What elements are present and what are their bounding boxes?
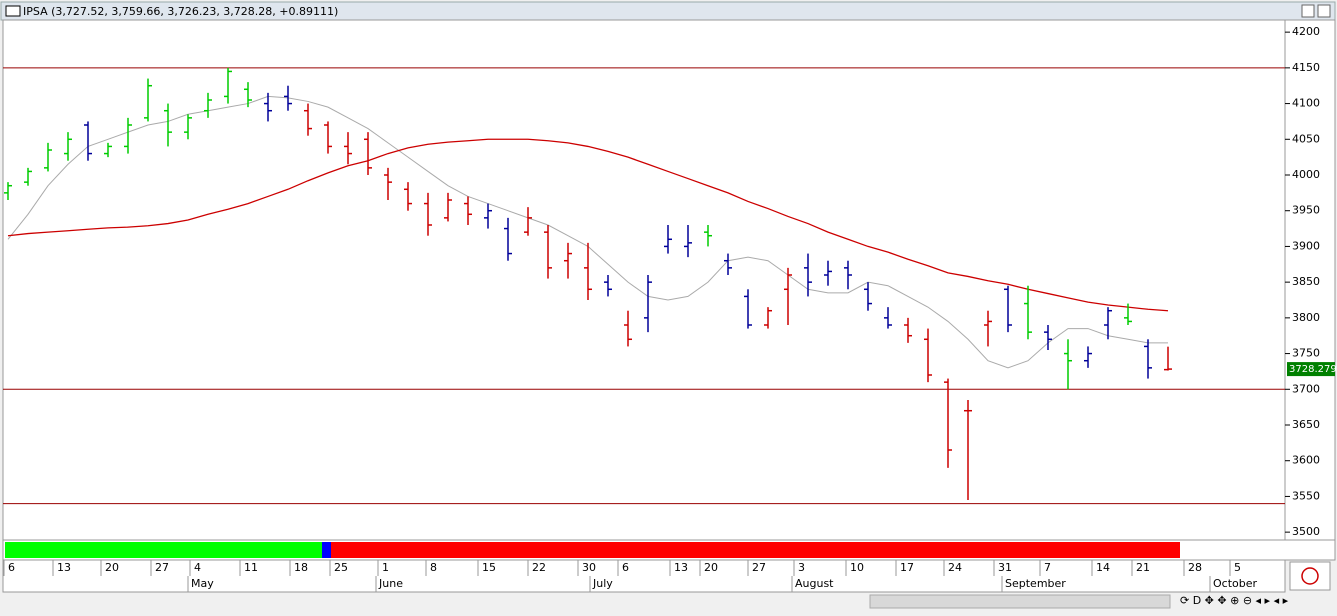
y-tick-label: 3500 [1292, 525, 1320, 538]
last-price-box [1287, 362, 1335, 377]
x-tick-label: 14 [1096, 561, 1110, 574]
status-icon [1301, 567, 1319, 585]
close-button[interactable] [1317, 4, 1331, 18]
x-tick-label: 7 [1044, 561, 1051, 574]
y-tick-label: 4050 [1292, 132, 1320, 145]
x-tick-label: 22 [532, 561, 546, 574]
last-price-label: 3728.279 [1289, 364, 1337, 375]
month-label: June [378, 577, 403, 590]
x-tick-label: 18 [294, 561, 308, 574]
x-tick-label: 10 [850, 561, 864, 574]
month-label: September [1005, 577, 1066, 590]
x-tick-label: 13 [57, 561, 71, 574]
month-label: August [795, 577, 834, 590]
x-tick-label: 3 [798, 561, 805, 574]
x-tick-label: 4 [194, 561, 201, 574]
month-label: May [191, 577, 214, 590]
indicator-blue [322, 542, 331, 558]
month-label: July [592, 577, 613, 590]
y-tick-label: 3700 [1292, 382, 1320, 395]
window-title: IPSA (3,727.52, 3,759.66, 3,726.23, 3,72… [23, 5, 338, 18]
y-tick-label: 3800 [1292, 311, 1320, 324]
scrollbar-thumb[interactable] [869, 594, 1171, 609]
indicator-red [331, 542, 1180, 558]
y-tick-label: 3750 [1292, 347, 1320, 360]
y-tick-label: 3550 [1292, 489, 1320, 502]
window-icon [5, 5, 21, 17]
moving-average [7, 138, 1169, 312]
x-tick-label: 27 [155, 561, 169, 574]
toolbar-icons[interactable]: ⟳ D ✥ ✥ ⊕ ⊖ ◂ ▸ ◂ ▸ [1180, 594, 1289, 607]
maximize-button[interactable] [1301, 4, 1315, 18]
x-tick-label: 17 [900, 561, 914, 574]
x-tick-label: 21 [1136, 561, 1150, 574]
y-tick-label: 3850 [1292, 275, 1320, 288]
x-tick-label: 24 [948, 561, 962, 574]
indicator-green [5, 542, 322, 558]
x-tick-label: 30 [582, 561, 596, 574]
y-tick-label: 4150 [1292, 61, 1320, 74]
x-tick-label: 28 [1188, 561, 1202, 574]
month-label: October [1213, 577, 1257, 590]
x-tick-label: 31 [998, 561, 1012, 574]
plot-area [2, 19, 1286, 541]
x-tick-label: 27 [752, 561, 766, 574]
x-tick-label: 13 [674, 561, 688, 574]
x-tick-label: 15 [482, 561, 496, 574]
y-tick-label: 3900 [1292, 239, 1320, 252]
x-tick-label: 6 [622, 561, 629, 574]
y-tick-label: 3600 [1292, 454, 1320, 467]
status-box [1289, 561, 1331, 591]
x-tick-label: 8 [430, 561, 437, 574]
x-tick-label: 20 [105, 561, 119, 574]
x-tick-label: 1 [382, 561, 389, 574]
y-tick-label: 4100 [1292, 97, 1320, 110]
y-tick-label: 4000 [1292, 168, 1320, 181]
x-tick-label: 20 [704, 561, 718, 574]
x-tick-label: 6 [8, 561, 15, 574]
plot: 3500 3550 3600 3650 3700 3750 3800 3850 3900 3950… [3, 25, 1337, 592]
y-tick-label: 3950 [1292, 204, 1320, 217]
x-tick-label: 11 [244, 561, 258, 574]
y-tick-label: 3650 [1292, 418, 1320, 431]
x-tick-label: 5 [1234, 561, 1241, 574]
x-axis-area [2, 559, 1286, 593]
y-tick-label: 4200 [1292, 25, 1320, 38]
x-tick-label: 25 [334, 561, 348, 574]
